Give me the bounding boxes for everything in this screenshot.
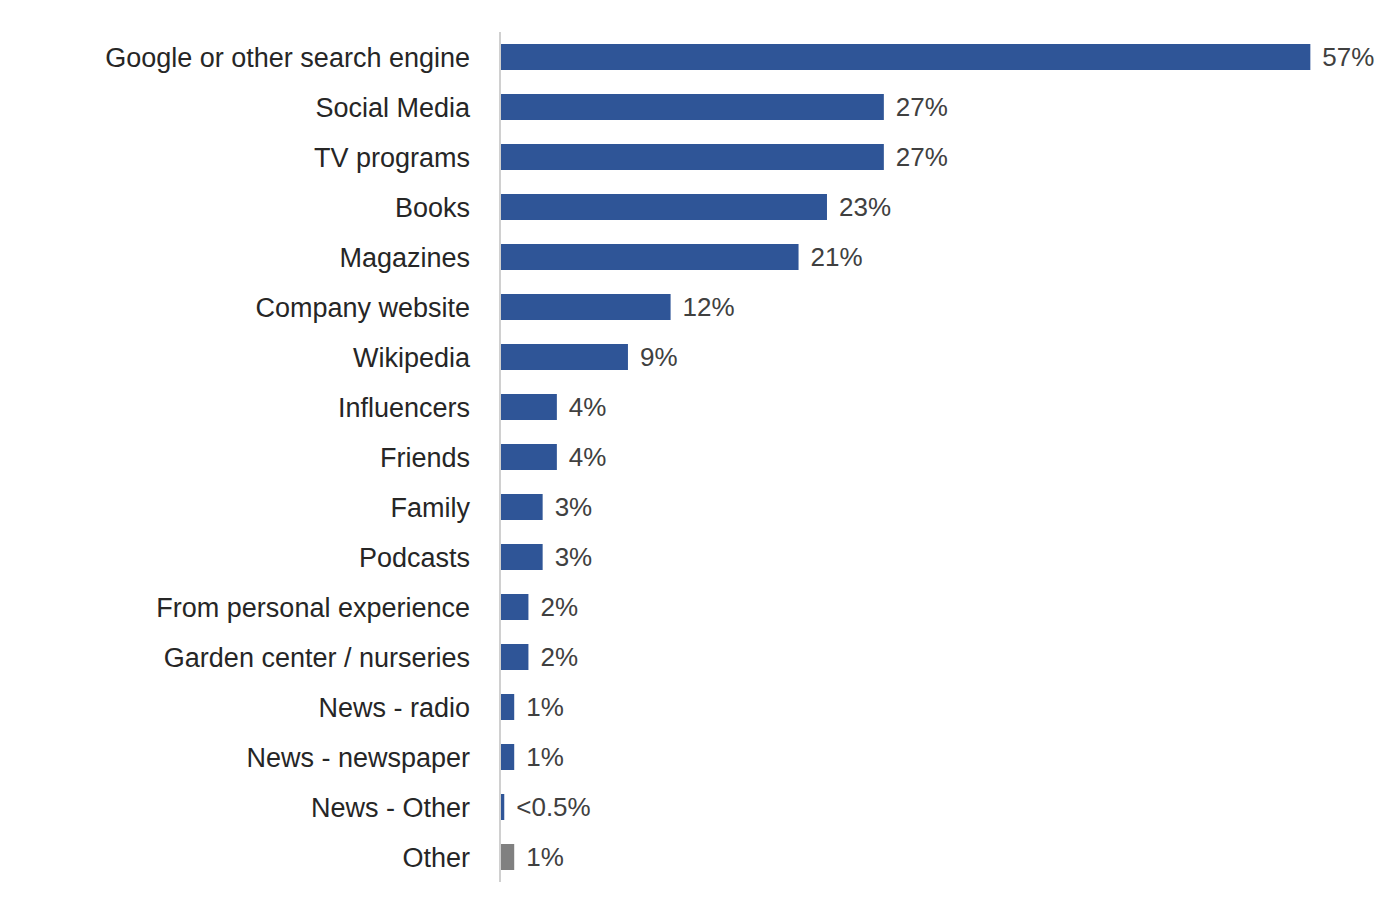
svg-text:Garden center / nurseries: Garden center / nurseries bbox=[164, 643, 470, 673]
svg-text:News - newspaper: News - newspaper bbox=[246, 743, 470, 773]
svg-text:Social Media: Social Media bbox=[315, 93, 471, 123]
svg-text:Friends: Friends bbox=[380, 443, 470, 473]
svg-text:1%: 1% bbox=[526, 742, 564, 772]
svg-text:23%: 23% bbox=[839, 192, 891, 222]
svg-text:3%: 3% bbox=[555, 492, 593, 522]
svg-text:Books: Books bbox=[395, 193, 470, 223]
svg-text:Other: Other bbox=[402, 843, 470, 873]
svg-text:3%: 3% bbox=[555, 542, 593, 572]
svg-text:News - Other: News - Other bbox=[311, 793, 470, 823]
svg-text:1%: 1% bbox=[526, 842, 564, 872]
svg-text:1%: 1% bbox=[526, 692, 564, 722]
svg-text:27%: 27% bbox=[896, 92, 948, 122]
svg-text:Company website: Company website bbox=[255, 293, 470, 323]
svg-text:57%: 57% bbox=[1322, 42, 1374, 72]
svg-text:Magazines: Magazines bbox=[339, 243, 470, 273]
svg-text:Wikipedia: Wikipedia bbox=[353, 343, 471, 373]
svg-text:4%: 4% bbox=[569, 392, 607, 422]
svg-text:TV programs: TV programs bbox=[314, 143, 470, 173]
svg-text:2%: 2% bbox=[540, 642, 578, 672]
svg-text:From personal experience: From personal experience bbox=[156, 593, 470, 623]
svg-text:Podcasts: Podcasts bbox=[359, 543, 470, 573]
svg-text:2%: 2% bbox=[540, 592, 578, 622]
svg-text:12%: 12% bbox=[683, 292, 735, 322]
svg-text:9%: 9% bbox=[640, 342, 678, 372]
svg-text:Google or other search engine: Google or other search engine bbox=[105, 43, 470, 73]
svg-text:<0.5%: <0.5% bbox=[516, 792, 590, 822]
svg-text:4%: 4% bbox=[569, 442, 607, 472]
svg-text:Influencers: Influencers bbox=[338, 393, 470, 423]
svg-text:Family: Family bbox=[391, 493, 471, 523]
svg-text:21%: 21% bbox=[811, 242, 863, 272]
svg-text:27%: 27% bbox=[896, 142, 948, 172]
svg-text:News - radio: News - radio bbox=[318, 693, 470, 723]
